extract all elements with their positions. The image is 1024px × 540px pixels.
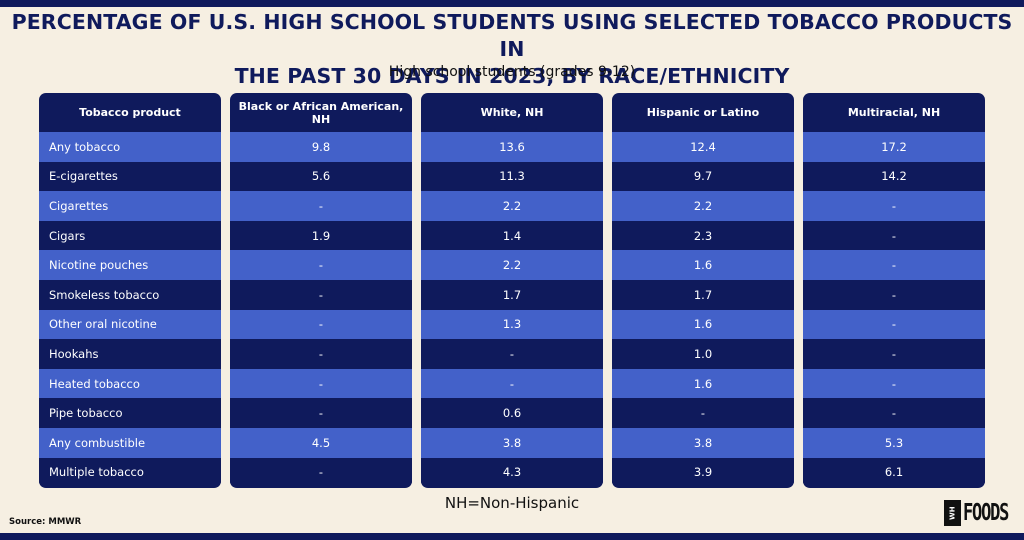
column-header: Hispanic or Latino xyxy=(646,106,760,119)
table-cell: 1.9 xyxy=(230,220,412,251)
table-cell: - xyxy=(421,339,603,369)
row-label: Any combustible xyxy=(39,428,221,458)
column-4: Multiracial, NH 17.2 14.2- - - - - - - -5.3 6.1 xyxy=(803,93,985,488)
table-cell: - xyxy=(230,339,412,369)
column-header: Tobacco product xyxy=(79,106,181,119)
chart-subtitle: High school students (grades 9-12) xyxy=(388,64,636,80)
table-cell: 3.8 xyxy=(421,428,603,458)
bottom-border xyxy=(0,533,1024,540)
table-cell: - xyxy=(612,398,794,428)
table-cell: - xyxy=(803,368,985,399)
table-cell: 5.6 xyxy=(230,161,412,192)
table-cell: 1.4 xyxy=(421,220,603,251)
table-cell: - xyxy=(230,191,412,221)
column-2: White, NH 13.6 11.3 2.2 1.4 2.2 1.7 1.3- -0.6 3.8… xyxy=(421,93,603,488)
table-cell: 5.3 xyxy=(803,428,985,458)
table-cell: - xyxy=(803,220,985,251)
row-label: Smokeless tobacco xyxy=(39,280,221,310)
table-cell: 1.3 xyxy=(421,309,603,340)
table-cell: 12.4 xyxy=(612,132,794,162)
table-cell: 0.6 xyxy=(421,398,603,428)
table-cell: 4.5 xyxy=(230,428,412,458)
row-label: Cigarettes xyxy=(39,191,221,221)
table-cell: 4.3 xyxy=(421,457,603,488)
top-border xyxy=(0,0,1024,7)
table-cell: - xyxy=(803,339,985,369)
table-cell: 2.2 xyxy=(421,250,603,280)
table-cell: 3.8 xyxy=(612,428,794,458)
table-cell: - xyxy=(803,250,985,280)
table-cell: 11.3 xyxy=(421,161,603,192)
footnote: NH=Non-Hispanic xyxy=(444,494,580,512)
column-header: Black or African American, NH xyxy=(238,99,404,126)
table-cell: 13.6 xyxy=(421,132,603,162)
table-cell: 9.8 xyxy=(230,132,412,162)
table-cell: 2.3 xyxy=(612,220,794,251)
table-cell: - xyxy=(230,368,412,399)
row-label: Pipe tobacco xyxy=(39,398,221,428)
chart-title: PERCENTAGE OF U.S. HIGH SCHOOL STUDENTS … xyxy=(0,9,1024,90)
brand-logo: WH FOODS xyxy=(944,499,1009,527)
table-cell: - xyxy=(803,398,985,428)
column-3: Hispanic or Latino 12.4 9.7 2.2 2.3 1.6 1.7 1.6… xyxy=(612,93,794,488)
row-label: Other oral nicotine xyxy=(39,309,221,340)
row-label: Cigars xyxy=(39,220,221,251)
table-cell: - xyxy=(230,398,412,428)
table-cell: 2.2 xyxy=(421,191,603,221)
table-cell: 1.6 xyxy=(612,309,794,340)
table-cell: - xyxy=(803,191,985,221)
column-header: Multiracial, NH xyxy=(847,106,941,119)
table-cell: - xyxy=(230,457,412,488)
table-cell: 1.7 xyxy=(612,280,794,310)
table-cell: 1.0 xyxy=(612,339,794,369)
row-label: Heated tobacco xyxy=(39,368,221,399)
table-cell: - xyxy=(421,368,603,399)
title-line-1: PERCENTAGE OF U.S. HIGH SCHOOL STUDENTS … xyxy=(11,10,1013,61)
table-cell: 3.9 xyxy=(612,457,794,488)
table-cell: 2.2 xyxy=(612,191,794,221)
row-label: E-cigarettes xyxy=(39,161,221,192)
table-cell: 6.1 xyxy=(803,457,985,488)
table-cell: - xyxy=(230,250,412,280)
row-label: Any tobacco xyxy=(39,132,221,162)
table-cell: 1.6 xyxy=(612,368,794,399)
table-cell: - xyxy=(230,309,412,340)
table-cell: 17.2 xyxy=(803,132,985,162)
table-cell: 1.6 xyxy=(612,250,794,280)
table-cell: - xyxy=(803,280,985,310)
row-label: Multiple tobacco xyxy=(39,457,221,488)
logo-text: FOODS xyxy=(963,499,1009,527)
column-1: Black or African American, NH 9.8 5.6-1.9-… xyxy=(230,93,412,488)
source-label: Source: MMWR xyxy=(9,517,82,527)
row-label: Hookahs xyxy=(39,339,221,369)
table-cell: - xyxy=(230,280,412,310)
table-cell: - xyxy=(803,309,985,340)
column-row-labels: Tobacco product Any tobacco E-cigarettes Ci… xyxy=(39,93,221,488)
table-cell: 1.7 xyxy=(421,280,603,310)
row-label: Nicotine pouches xyxy=(39,250,221,280)
column-header: White, NH xyxy=(480,106,544,119)
table-cell: 14.2 xyxy=(803,161,985,192)
table-cell: 9.7 xyxy=(612,161,794,192)
title-line-2: THE PAST 30 DAYS IN 2023, BY RACE/ETHNIC… xyxy=(234,64,790,88)
logo-box: WH xyxy=(944,500,961,526)
